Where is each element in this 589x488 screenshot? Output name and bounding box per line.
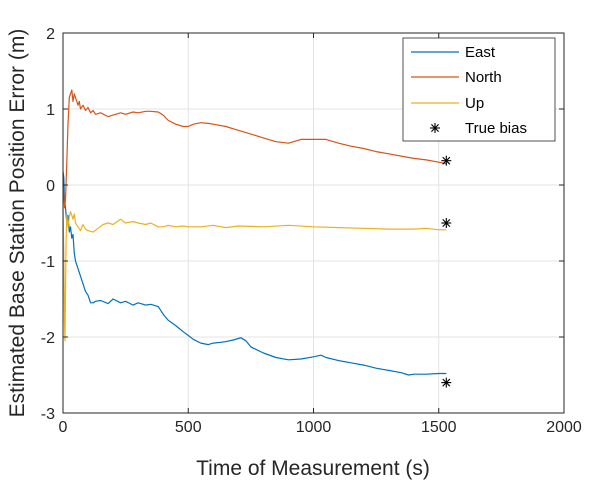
y-tick-label: -2 bbox=[41, 330, 55, 347]
x-tick-label: 500 bbox=[175, 419, 202, 436]
y-axis-label: Estimated Base Station Position Error (m… bbox=[6, 29, 29, 418]
legend-label-east: East bbox=[465, 44, 496, 61]
legend-label-up: Up bbox=[465, 95, 484, 112]
y-tick-label: 0 bbox=[46, 178, 55, 195]
x-tick-label: 2000 bbox=[546, 419, 582, 436]
tick-labels: 0 500 1000 1500 2000 -3 -2 -1 0 1 2 bbox=[41, 26, 582, 436]
legend-label-north: North bbox=[465, 69, 502, 86]
x-tick-label: 1500 bbox=[421, 419, 457, 436]
series-line-up bbox=[62, 207, 447, 342]
y-tick-label: 1 bbox=[46, 102, 55, 119]
true-bias-marker bbox=[441, 155, 452, 166]
legend-item-north: North bbox=[411, 69, 502, 86]
legend-box bbox=[402, 37, 556, 142]
x-axis-label: Time of Measurement (s) bbox=[196, 457, 430, 480]
legend-star-icon bbox=[430, 123, 440, 133]
series-line-north bbox=[62, 89, 447, 209]
legend-item-true-bias: True bias bbox=[430, 120, 527, 137]
marker-layer bbox=[441, 155, 452, 388]
series-line-east bbox=[62, 171, 447, 376]
legend-item-up: Up bbox=[411, 95, 484, 112]
x-tick-label: 0 bbox=[59, 419, 68, 436]
true-bias-marker bbox=[441, 377, 452, 388]
legend-item-east: East bbox=[411, 44, 496, 61]
y-tick-label: -3 bbox=[41, 406, 55, 423]
true-bias-marker bbox=[441, 218, 452, 228]
legend: East North Up True bias bbox=[402, 37, 556, 142]
series-layer bbox=[62, 89, 447, 376]
x-tick-label: 1000 bbox=[296, 419, 332, 436]
legend-label-true-bias: True bias bbox=[465, 120, 527, 137]
y-tick-label: 2 bbox=[46, 26, 55, 43]
y-tick-label: -1 bbox=[41, 254, 55, 271]
ticks bbox=[62, 32, 565, 414]
